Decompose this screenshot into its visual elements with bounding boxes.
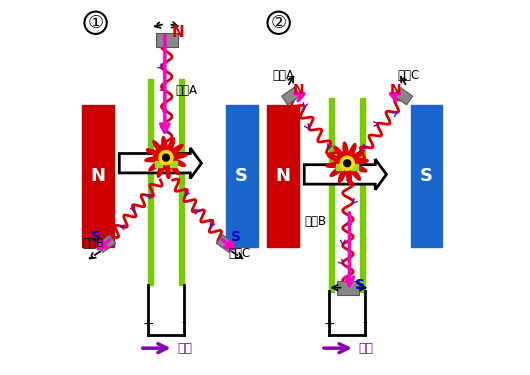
Circle shape — [159, 150, 173, 165]
Polygon shape — [282, 87, 301, 105]
Text: 线圈C: 线圈C — [398, 69, 420, 82]
Text: 线圈A: 线圈A — [272, 69, 295, 82]
Bar — [360, 98, 365, 292]
Text: N: N — [275, 167, 290, 185]
Bar — [329, 98, 334, 292]
Polygon shape — [326, 142, 368, 184]
Text: 线圈C: 线圈C — [228, 247, 251, 260]
Text: N: N — [171, 25, 184, 40]
Bar — [226, 105, 258, 247]
Text: 线圈A: 线圈A — [175, 84, 197, 97]
Text: ①: ① — [87, 14, 104, 32]
Polygon shape — [97, 235, 116, 252]
Text: ②: ② — [271, 14, 287, 32]
Bar — [82, 105, 114, 247]
Polygon shape — [145, 136, 187, 178]
FancyArrow shape — [304, 159, 386, 190]
Text: N: N — [90, 167, 105, 185]
Polygon shape — [156, 33, 178, 47]
Text: +: + — [323, 317, 335, 332]
Text: -: - — [181, 317, 186, 332]
Circle shape — [344, 160, 351, 166]
Text: S: S — [91, 230, 101, 244]
Bar — [155, 161, 162, 167]
Circle shape — [340, 156, 354, 170]
Text: S: S — [235, 167, 248, 185]
Polygon shape — [394, 87, 413, 105]
Polygon shape — [337, 280, 359, 295]
Text: S: S — [231, 230, 241, 244]
Text: 电流: 电流 — [358, 342, 374, 355]
FancyArrow shape — [119, 148, 201, 178]
Bar — [351, 164, 358, 170]
Text: 线圈B: 线圈B — [304, 214, 326, 228]
Text: N: N — [390, 83, 401, 98]
Bar — [411, 105, 443, 247]
Text: S: S — [420, 167, 433, 185]
Bar — [179, 79, 183, 285]
Bar — [267, 105, 298, 247]
Bar — [336, 164, 343, 170]
Text: -: - — [363, 317, 367, 332]
Text: 电流: 电流 — [177, 342, 192, 355]
Text: S: S — [355, 278, 365, 292]
Bar — [170, 161, 177, 167]
Text: +: + — [142, 317, 154, 332]
Text: 线圈B: 线圈B — [82, 237, 104, 250]
Bar — [148, 79, 153, 285]
Polygon shape — [216, 235, 235, 252]
Text: N: N — [293, 83, 305, 98]
Circle shape — [163, 154, 170, 161]
